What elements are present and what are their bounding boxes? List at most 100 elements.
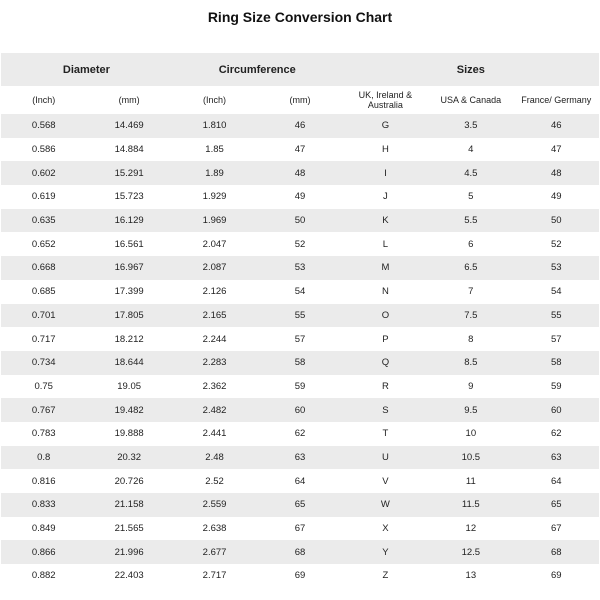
table-row: 0.882 22.403 2.717 69 Z 13 69 [1, 564, 599, 588]
table-row: 0.767 19.482 2.482 60 S 9.5 60 [1, 398, 599, 422]
table-cell: 0.652 [31, 238, 56, 250]
table-cell: 9.5 [464, 404, 478, 416]
group-header-circumference: Circumference [171, 53, 343, 86]
table-cell: Z [382, 570, 389, 582]
table-row: 0.586 14.884 1.85 47 H 4 47 [1, 138, 599, 162]
table-cell: R [381, 380, 389, 392]
table-cell: 9 [468, 380, 474, 392]
table-row: 0.568 14.469 1.810 46 G 3.5 46 [1, 114, 599, 138]
table-cell: 14.469 [114, 120, 144, 132]
table-cell: 60 [550, 404, 562, 416]
table-cell: 17.399 [114, 286, 144, 298]
table-cell: 6.5 [464, 262, 478, 274]
table-cell: S [382, 404, 389, 416]
table-cell: 0.717 [31, 333, 56, 345]
table-cell: 17.805 [114, 309, 144, 321]
table-row: 0.652 16.561 2.047 52 L 6 52 [1, 232, 599, 256]
table-cell: 20.726 [114, 475, 144, 487]
table-cell: G [381, 120, 390, 132]
table-cell: 0.767 [31, 404, 56, 416]
table-cell: 8.5 [464, 357, 478, 369]
table-cell: 65 [550, 499, 562, 511]
table-cell: 0.882 [31, 570, 56, 582]
table-cell: 4 [468, 144, 474, 156]
table-cell: 64 [550, 475, 562, 487]
table-cell: 0.635 [31, 215, 56, 227]
table-cell: 48 [550, 167, 562, 179]
table-cell: 7 [468, 286, 474, 298]
table-cell: 2.559 [202, 499, 227, 511]
table-cell: 52 [550, 238, 562, 250]
table-cell: 68 [550, 546, 562, 558]
table-cell: X [382, 523, 389, 535]
table-row: 0.619 15.723 1.929 49 J 5 49 [1, 185, 599, 209]
table-cell: P [382, 333, 389, 345]
table-row: 0.717 18.212 2.244 57 P 8 57 [1, 327, 599, 351]
table-cell: 19.482 [114, 404, 144, 416]
table-cell: 16.967 [114, 262, 144, 274]
table-row: 0.8 20.32 2.48 63 U 10.5 63 [1, 445, 599, 470]
table-cell: 0.685 [31, 286, 56, 298]
table-cell: 67 [550, 523, 562, 535]
table-cell: 65 [294, 499, 306, 511]
table-cell: 12 [465, 523, 477, 535]
table-cell: 0.568 [31, 120, 56, 132]
table-cell: 7.5 [464, 309, 478, 321]
table-cell: 57 [550, 333, 562, 345]
table-cell: 2.244 [202, 333, 227, 345]
table-cell: 11.5 [461, 499, 480, 511]
table-cell: H [381, 144, 389, 156]
table-cell: 0.701 [31, 309, 56, 321]
table-cell: 0.602 [31, 167, 56, 179]
table-cell: 2.482 [202, 404, 227, 416]
table-cell: 59 [294, 380, 306, 392]
table-cell: 0.8 [37, 451, 51, 463]
table-cell: 2.362 [202, 380, 227, 392]
chart-title: Ring Size Conversion Chart [207, 9, 393, 25]
table-cell: 21.996 [114, 546, 144, 558]
table-cell: 19.888 [114, 428, 144, 440]
table-cell: K [382, 215, 389, 227]
table-cell: 48 [294, 167, 306, 179]
table-cell: 68 [294, 546, 306, 558]
table-row: 0.833 21.158 2.559 65 W 11.5 65 [1, 493, 599, 517]
table-cell: 67 [294, 523, 306, 535]
table-cell: 2.047 [202, 238, 227, 250]
table-row: 0.734 18.644 2.283 58 Q 8.5 58 [1, 350, 599, 375]
table-cell: 13 [465, 570, 477, 582]
table-cell: N [381, 286, 389, 298]
table-cell: 1.810 [202, 120, 227, 132]
column-header: (Inch) [203, 95, 227, 105]
table-cell: 16.561 [114, 238, 144, 250]
table-cell: 1.969 [202, 215, 227, 227]
table-cell: 0.866 [31, 546, 56, 558]
table-cell: Y [382, 546, 389, 558]
table-row: 0.849 21.565 2.638 67 X 12 67 [1, 517, 599, 541]
table-cell: 15.291 [114, 167, 144, 179]
table-cell: 21.158 [114, 499, 144, 511]
table-cell: 22.403 [114, 570, 144, 582]
table-cell: 14.884 [114, 144, 144, 156]
table-cell: 1.89 [205, 167, 224, 179]
table-cell: 11 [465, 475, 476, 487]
table-cell: 0.586 [31, 144, 56, 156]
table-cell: 3.5 [464, 120, 478, 132]
table-body: 0.568 14.469 1.810 46 G 3.5 46 0.586 14.884 1.85 4… [1, 114, 599, 588]
table-cell: 5.5 [464, 215, 478, 227]
table-cell: 59 [550, 380, 562, 392]
table-row: 0.816 20.726 2.52 64 V 11 64 [1, 469, 599, 493]
table-cell: 2.52 [205, 475, 224, 487]
table-cell: 12.5 [461, 546, 481, 558]
table-cell: 58 [550, 357, 562, 369]
table-cell: 0.849 [31, 523, 56, 535]
column-header: (mm) [118, 95, 140, 105]
table-cell: M [381, 262, 390, 274]
table-cell: 63 [550, 451, 562, 463]
table-cell: 18.644 [114, 357, 144, 369]
table-cell: 16.129 [114, 215, 144, 227]
table-cell: 55 [550, 309, 562, 321]
table-cell: 6 [468, 238, 474, 250]
table-row: 0.701 17.805 2.165 55 O 7.5 55 [1, 303, 599, 328]
table-cell: 19.05 [117, 380, 142, 392]
table-cell: 2.087 [202, 262, 227, 274]
